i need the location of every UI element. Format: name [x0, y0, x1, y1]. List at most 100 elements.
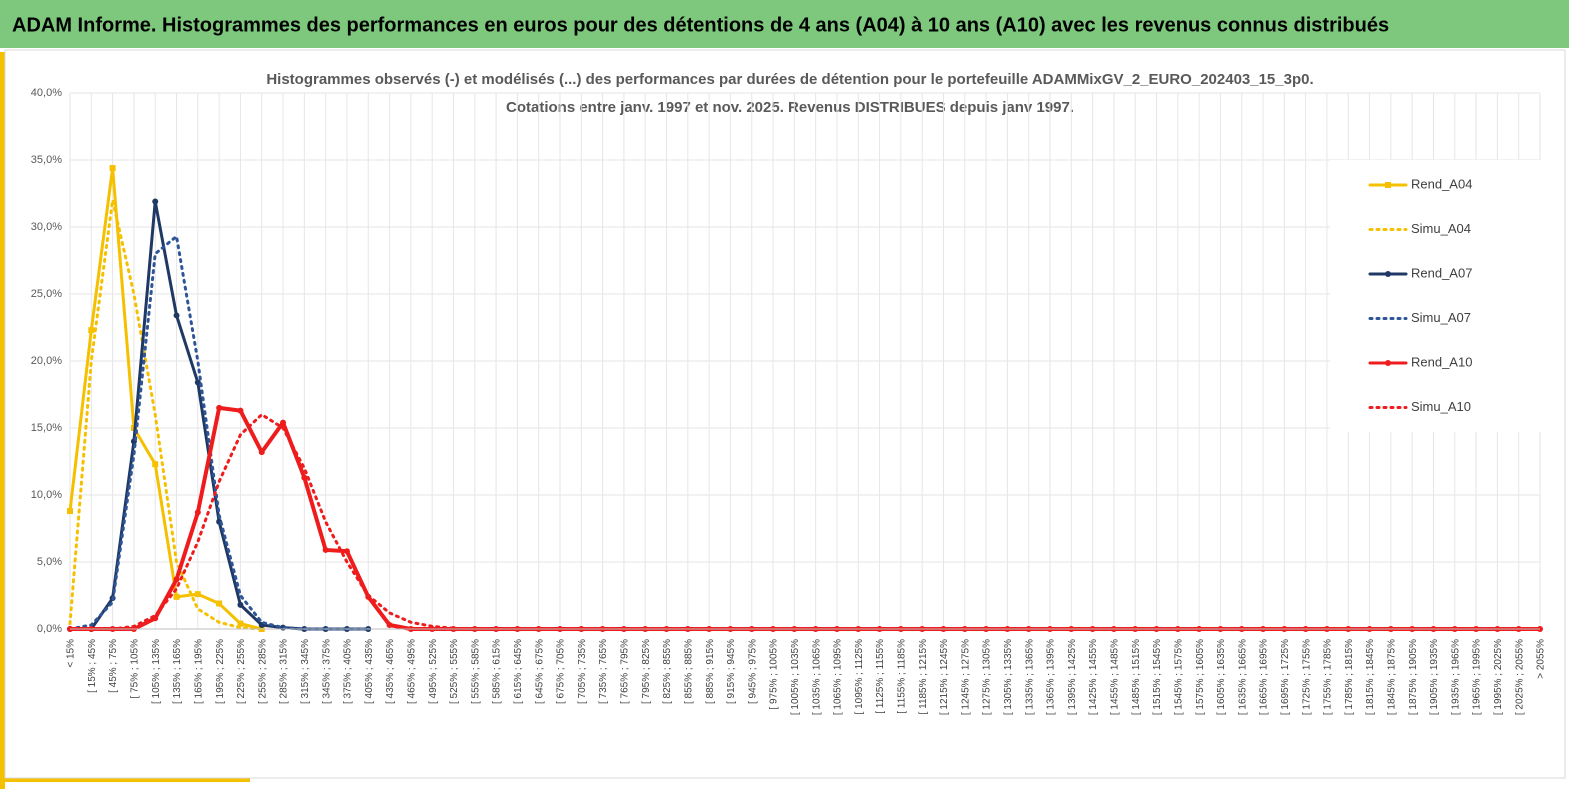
y-tick-label: 30,0%	[31, 221, 62, 233]
x-tick-label: [ 555% ; 585%	[470, 639, 481, 704]
x-tick-label: [ 525% ; 555%	[449, 639, 460, 704]
x-tick-label: [ 285% ; 315%	[279, 639, 290, 704]
x-tick-label: [ 1095% ; 1125%	[854, 639, 865, 715]
x-tick-label: [ 345% ; 375%	[321, 639, 332, 704]
x-tick-label: [ 45% ; 75%	[108, 639, 119, 693]
x-tick-label: [ 1275% ; 1305%	[982, 639, 993, 715]
chart-title: Histogrammes observés (-) et modélisés (…	[266, 71, 1313, 88]
x-tick-label: [ 1185% ; 1215%	[918, 639, 929, 715]
marker	[173, 312, 180, 319]
y-tick-label: 20,0%	[31, 355, 62, 367]
y-tick-label: 0,0%	[37, 623, 62, 635]
y-tick-label: 10,0%	[31, 489, 62, 501]
marker	[216, 404, 223, 411]
x-tick-label: [ 645% ; 675%	[534, 639, 545, 704]
marker	[280, 419, 287, 426]
x-tick-label: [ 915% ; 945%	[726, 639, 737, 704]
x-tick-label: [ 765% ; 795%	[620, 639, 631, 704]
x-tick-label: [ 1035% ; 1065%	[811, 639, 822, 715]
x-tick-label: [ 795% ; 825%	[641, 639, 652, 704]
marker	[322, 546, 329, 553]
header-title: ADAM Informe. Histogrammes des performan…	[12, 14, 1389, 36]
series-line	[68, 198, 264, 631]
x-tick-label: [ 1905% ; 1935%	[1429, 639, 1440, 715]
marker	[173, 576, 180, 583]
x-tick-label: [ 1395% ; 1425%	[1067, 639, 1078, 715]
x-tick-label: [ 1665% ; 1695%	[1259, 639, 1270, 715]
marker	[152, 198, 159, 205]
legend-marker	[1385, 360, 1391, 366]
x-tick-label: [ 1995% ; 2025%	[1493, 639, 1504, 715]
x-tick-label: [ 225% ; 255%	[236, 639, 247, 704]
x-tick-label: [ 1575% ; 1605%	[1195, 639, 1206, 715]
x-tick-label: [ 735% ; 765%	[598, 639, 609, 704]
marker	[88, 327, 95, 334]
grid	[69, 92, 1541, 630]
x-tick-label: [ 435% ; 465%	[385, 639, 396, 704]
x-tick-label: [ 135% ; 165%	[172, 639, 183, 704]
legend-label: Rend_A04	[1411, 176, 1472, 191]
x-tick-label: [ 1005% ; 1035%	[790, 639, 801, 715]
marker	[237, 407, 244, 414]
x-tick-label: [ 1785% ; 1815%	[1344, 639, 1355, 715]
left-border	[0, 52, 5, 789]
x-tick-label: [ 825% ; 855%	[662, 639, 673, 704]
marker	[194, 509, 201, 516]
x-tick-label: [ 1515% ; 1545%	[1152, 639, 1163, 715]
x-tick-label: [ 195% ; 225%	[215, 639, 226, 704]
marker	[237, 620, 244, 627]
x-tick-label: [ 165% ; 195%	[193, 639, 204, 704]
legend-label: Rend_A10	[1411, 354, 1472, 369]
legend-label: Simu_A10	[1411, 399, 1471, 414]
x-tick-label: [ 495% ; 525%	[428, 639, 439, 704]
marker	[194, 591, 201, 598]
bottom-border	[0, 778, 250, 782]
x-tick-label: [ 75% ; 105%	[130, 639, 141, 699]
x-tick-label: [ 1485% ; 1515%	[1131, 639, 1142, 715]
x-tick-label: > 2055%	[1536, 639, 1547, 679]
x-tick-label: [ 615% ; 645%	[513, 639, 524, 704]
legend-marker	[1385, 182, 1391, 188]
y-tick-label: 25,0%	[31, 288, 62, 300]
x-tick-label: [ 1455% ; 1485%	[1110, 639, 1121, 715]
x-tick-label: [ 1695% ; 1725%	[1280, 639, 1291, 715]
marker	[67, 508, 73, 515]
marker	[301, 474, 308, 481]
x-tick-label: [ 975% ; 1005%	[769, 639, 780, 710]
legend-label: Simu_A04	[1411, 221, 1471, 236]
marker	[173, 593, 180, 600]
y-tick-label: 15,0%	[31, 422, 62, 434]
y-tick-label: 35,0%	[31, 154, 62, 166]
x-tick-label: [ 1965% ; 1995%	[1472, 639, 1483, 715]
series-line	[68, 166, 264, 631]
x-tick-label: < 15%	[66, 639, 77, 668]
x-tick-label: [ 1065% ; 1095%	[833, 639, 844, 715]
chart-frame	[4, 49, 1566, 779]
header-bar	[0, 0, 1569, 48]
marker	[152, 461, 159, 468]
marker	[343, 548, 350, 555]
x-tick-label: [ 1245% ; 1275%	[960, 639, 971, 715]
legend-label: Simu_A07	[1411, 310, 1471, 325]
x-tick-label: [ 1875% ; 1905%	[1408, 639, 1419, 715]
x-tick-label: [ 405% ; 435%	[364, 639, 375, 704]
x-tick-label: [ 1305% ; 1335%	[1003, 639, 1014, 715]
x-tick-label: [ 1335% ; 1365%	[1024, 639, 1035, 715]
marker	[386, 621, 393, 628]
x-tick-label: [ 675% ; 705%	[556, 639, 567, 704]
x-tick-label: [ 15% ; 45%	[87, 639, 98, 693]
y-tick-label: 40,0%	[31, 87, 62, 99]
x-tick-label: [ 1125% ; 1155%	[875, 639, 886, 714]
x-tick-label: [ 255% ; 285%	[257, 639, 268, 704]
x-tick-label: [ 885% ; 915%	[705, 639, 716, 704]
chart-subtitle: Cotations entre janv. 1997 et nov. 2025.…	[506, 99, 1074, 116]
x-tick-label: [ 315% ; 345%	[300, 639, 311, 704]
x-tick-label: [ 465% ; 495%	[407, 639, 418, 704]
x-tick-label: [ 105% ; 135%	[151, 639, 162, 704]
legend-marker	[1385, 271, 1391, 277]
x-tick-label: [ 705% ; 735%	[577, 639, 588, 704]
x-tick-label: [ 2025% ; 2055%	[1514, 639, 1525, 715]
x-tick-label: [ 375% ; 405%	[343, 639, 354, 704]
x-tick-label: [ 855% ; 885%	[683, 639, 694, 704]
